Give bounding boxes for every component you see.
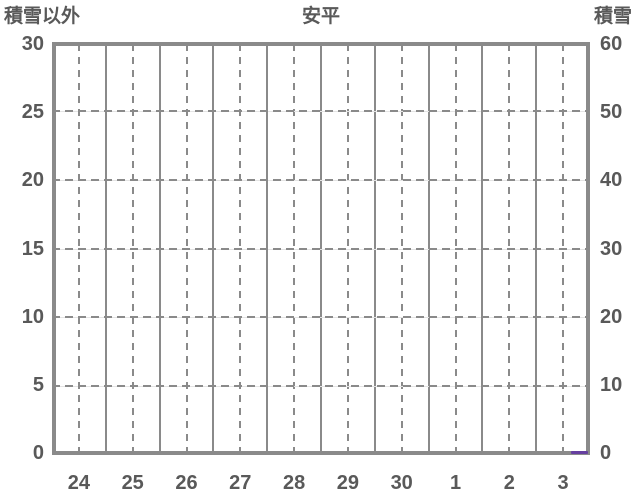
x-tick-label: 30: [390, 472, 413, 494]
x-tick-label: 25: [121, 472, 144, 494]
y-tick-label-right: 20: [600, 305, 623, 328]
y-tick-label-left: 30: [21, 33, 44, 55]
chart-title: 安平: [301, 6, 340, 27]
x-tick-label: 28: [282, 472, 306, 494]
x-tick-label: 26: [175, 472, 198, 494]
y-tick-label-right: 0: [600, 442, 612, 464]
grid-layer: [52, 42, 590, 455]
x-tick-label: 3: [557, 472, 569, 494]
x-tick-label: 29: [336, 472, 360, 494]
y-tick-label-right: 50: [600, 101, 623, 124]
gridline-horizontal-dash: [52, 247, 590, 250]
gridline-horizontal: [52, 385, 590, 388]
y-tick-label-left: 15: [21, 237, 44, 260]
gridline-horizontal: [52, 247, 590, 250]
left-axis-title: 積雪以外: [4, 6, 81, 27]
gridline-horizontal-dash: [52, 178, 590, 181]
x-tick-label: 27: [229, 472, 252, 494]
y-tick-label-right: 60: [600, 33, 623, 55]
y-tick-label-left: 10: [21, 305, 44, 328]
y-tick-label-right: 40: [600, 169, 623, 192]
right-axis-title: 積雪: [593, 6, 632, 27]
y-tick-label-right: 30: [600, 237, 623, 260]
x-tick-label: 24: [67, 472, 91, 494]
gridline-horizontal: [52, 178, 590, 181]
gridline-horizontal: [52, 316, 590, 319]
x-tick-label: 2: [503, 472, 515, 494]
y-tick-label-right: 10: [600, 373, 623, 396]
plot-area: [52, 42, 590, 455]
snow-depth-line-segment: [571, 451, 588, 454]
y-tick-label-left: 25: [21, 101, 44, 124]
x-tick-label: 1: [449, 472, 462, 494]
gridline-horizontal: [52, 109, 590, 112]
gridline-horizontal-dash: [52, 385, 590, 388]
y-tick-label-left: 5: [32, 373, 44, 396]
y-tick-label-left: 0: [32, 442, 44, 464]
y-tick-label-left: 20: [21, 169, 44, 192]
gridline-horizontal-dash: [52, 316, 590, 319]
gridline-horizontal-dash: [52, 109, 590, 112]
